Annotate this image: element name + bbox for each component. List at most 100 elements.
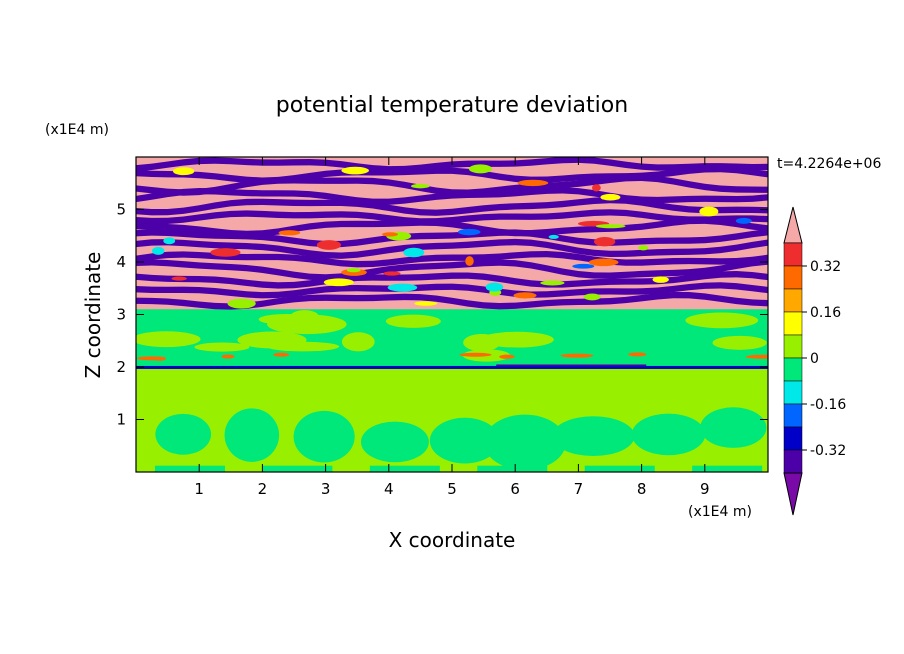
upper-fleck — [457, 228, 481, 236]
upper-fleck — [414, 301, 438, 306]
plot-area — [136, 157, 768, 472]
middle-patch — [136, 331, 201, 348]
upper-fleck — [383, 271, 401, 276]
upper-fleck — [210, 248, 241, 257]
middle-patch — [385, 314, 441, 328]
middle-patch — [194, 342, 250, 352]
x-tick-label: 7 — [574, 480, 584, 498]
upper-fleck — [465, 256, 474, 266]
lower-roll-cell — [631, 413, 706, 456]
upper-fleck — [517, 179, 549, 187]
upper-fleck — [346, 268, 361, 273]
middle-patch — [290, 310, 319, 323]
upper-fleck — [411, 183, 430, 189]
colorbar-segment — [783, 265, 803, 290]
colorbar-tick-label: -0.16 — [810, 397, 846, 413]
lower-base-band — [584, 465, 655, 472]
middle-warm-fleck — [153, 356, 166, 361]
upper-cold-streak — [136, 165, 768, 184]
upper-fleck — [592, 184, 601, 192]
upper-fleck — [513, 292, 537, 299]
upper-fleck — [387, 283, 418, 292]
y-tick-label: 1 — [116, 411, 126, 429]
upper-fleck — [316, 240, 341, 250]
x-axis: 1 2 3 4 5 6 7 8 9 — [194, 157, 710, 498]
upper-fleck — [323, 278, 354, 287]
x-tick-label: 4 — [384, 480, 394, 498]
y-tick-label: 2 — [116, 358, 126, 376]
colorbar-segment — [783, 242, 803, 267]
colorbar-bottom-arrow — [783, 472, 803, 516]
upper-cold-streak — [136, 217, 768, 238]
x-tick-label: 8 — [637, 480, 647, 498]
upper-fleck — [171, 276, 187, 281]
x-tick-label: 9 — [700, 480, 710, 498]
middle-patch — [341, 332, 375, 352]
upper-fleck — [548, 234, 559, 239]
upper-fleck — [595, 224, 626, 229]
upper-fleck — [403, 247, 425, 258]
upper-fleck — [382, 232, 399, 237]
colorbar-segment — [783, 449, 803, 474]
chart-title: potential temperature deviation — [276, 93, 628, 118]
upper-cold-streak — [136, 258, 768, 281]
y-axis: 1 2 3 4 5 — [116, 201, 768, 429]
x-axis-label: X coordinate — [389, 528, 516, 552]
y-unit-label: (x1E4 m) — [45, 122, 109, 138]
lower-roll-cell — [429, 417, 500, 464]
y-tick-label: 4 — [116, 253, 126, 271]
upper-fleck — [468, 164, 493, 174]
lower-roll-cell — [224, 408, 280, 462]
upper-fleck — [588, 258, 619, 267]
colorbar-segment — [783, 311, 803, 336]
colorbar-tick-label: 0 — [810, 351, 819, 367]
upper-cold-streak — [136, 209, 768, 225]
middle-warm-fleck — [499, 354, 515, 359]
upper-fleck — [540, 280, 565, 286]
lower-roll-cell — [360, 421, 429, 463]
lower-base-band — [154, 465, 225, 472]
x-tick-label: 2 — [258, 480, 268, 498]
upper-fleck — [163, 237, 176, 245]
upper-cold-streak — [136, 187, 768, 205]
x-tick-label: 5 — [447, 480, 457, 498]
upper-fleck — [485, 282, 504, 292]
middle-warm-fleck — [745, 354, 768, 359]
upper-fleck — [278, 230, 301, 236]
upper-fleck — [699, 206, 719, 217]
colorbar-segment — [783, 334, 803, 359]
colorbar-segment — [783, 288, 803, 313]
upper-fleck — [652, 276, 669, 283]
upper-cold-streak — [136, 282, 768, 299]
inversion-line — [136, 365, 768, 369]
upper-fleck — [173, 167, 195, 176]
lower-base-band — [369, 465, 440, 472]
lower-base-band — [477, 465, 548, 472]
upper-fleck — [600, 193, 621, 201]
colorbar-top-arrow — [783, 206, 803, 244]
colorbar-segment — [783, 357, 803, 382]
x-tick-label: 3 — [321, 480, 331, 498]
colorbar-segment — [783, 380, 803, 405]
middle-patch — [685, 312, 759, 329]
time-label: t=4.2264e+06 — [777, 156, 881, 172]
y-tick-label: 5 — [116, 201, 126, 219]
middle-warm-fleck — [459, 352, 492, 357]
lower-roll-cell — [155, 413, 212, 455]
middle-patch — [237, 331, 307, 349]
upper-fleck — [735, 217, 752, 224]
upper-cold-streak — [136, 196, 768, 216]
colorbar-segment — [783, 403, 803, 428]
colorbar-tick-label: 0.32 — [810, 259, 841, 275]
upper-fleck — [227, 298, 256, 309]
x-tick-label: 1 — [194, 480, 204, 498]
upper-fleck — [638, 245, 649, 251]
x-unit-label: (x1E4 m) — [688, 504, 752, 520]
lower-base-band — [692, 465, 763, 472]
y-axis-label: Z coordinate — [81, 252, 105, 379]
y-tick-label: 3 — [116, 306, 126, 324]
middle-warm-fleck — [560, 353, 594, 358]
middle-patch — [267, 314, 347, 335]
middle-patch — [480, 331, 554, 348]
lower-roll-cell — [483, 414, 566, 471]
